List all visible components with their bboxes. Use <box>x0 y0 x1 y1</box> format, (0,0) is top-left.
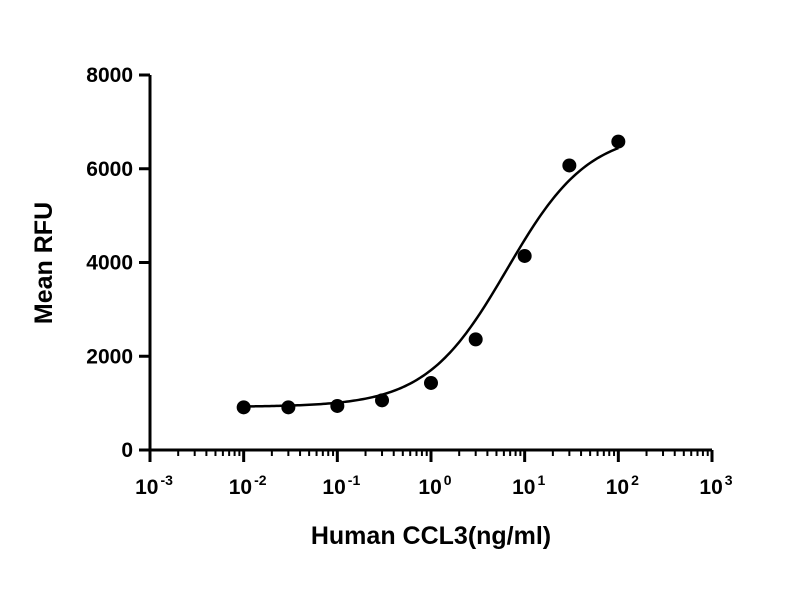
data-point <box>611 134 626 149</box>
data-point <box>424 375 438 390</box>
x-tick-label: 10 -2 <box>229 472 267 499</box>
x-tick-label: 10 3 <box>699 472 732 499</box>
data-points <box>236 134 626 415</box>
data-point <box>236 400 251 415</box>
x-tick-label: 10 -1 <box>322 472 360 499</box>
y-tick-label: 2000 <box>86 345 133 368</box>
data-point <box>517 248 532 263</box>
y-tick-label: 0 <box>121 439 133 462</box>
x-ticks: 10 -3 10 -2 10 -1 10 0 10 1 10 2 10 3 <box>135 450 733 499</box>
data-point <box>375 393 390 408</box>
data-point <box>468 332 483 347</box>
x-tick-label: 10 0 <box>418 472 451 499</box>
y-ticks: 0 2000 4000 6000 8000 <box>86 64 150 462</box>
data-point <box>562 158 577 173</box>
y-tick-label: 6000 <box>86 158 133 181</box>
data-point <box>330 398 345 413</box>
y-tick-label: 8000 <box>86 64 133 87</box>
x-tick-label: 10 2 <box>606 472 639 499</box>
x-axis-title: Human CCL3(ng/ml) <box>311 522 551 550</box>
y-axis-title: Mean RFU <box>30 202 58 324</box>
data-point <box>281 400 296 415</box>
fit-curve <box>243 146 619 408</box>
y-tick-label: 4000 <box>86 252 133 275</box>
x-tick-label: 10 -3 <box>135 472 173 499</box>
x-tick-label: 10 1 <box>512 472 545 499</box>
